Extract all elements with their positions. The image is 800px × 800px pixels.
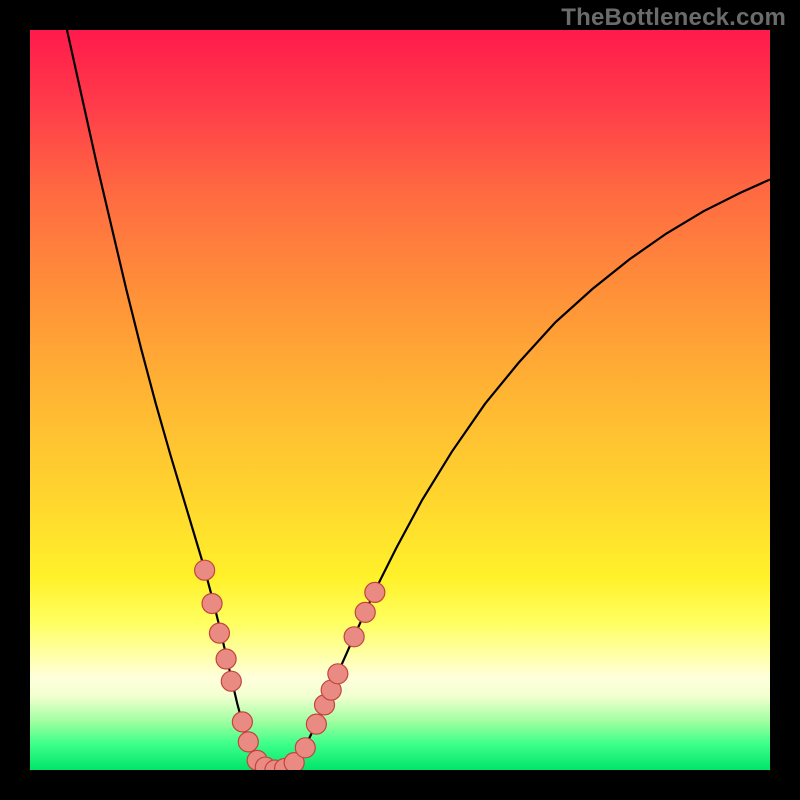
data-marker bbox=[195, 560, 215, 580]
bottleneck-curve bbox=[67, 30, 770, 770]
data-marker bbox=[365, 582, 385, 602]
data-marker bbox=[306, 714, 326, 734]
watermark-text: TheBottleneck.com bbox=[561, 4, 786, 32]
data-marker bbox=[221, 671, 241, 691]
marker-group bbox=[195, 560, 385, 770]
data-marker bbox=[344, 627, 364, 647]
data-marker bbox=[355, 602, 375, 622]
data-marker bbox=[209, 623, 229, 643]
data-marker bbox=[328, 664, 348, 684]
curve-layer bbox=[30, 30, 770, 770]
data-marker bbox=[295, 738, 315, 758]
plot-area bbox=[30, 30, 770, 770]
data-marker bbox=[216, 649, 236, 669]
data-marker bbox=[238, 732, 258, 752]
data-marker bbox=[202, 594, 222, 614]
data-marker bbox=[232, 712, 252, 732]
chart-frame: TheBottleneck.com bbox=[0, 0, 800, 800]
